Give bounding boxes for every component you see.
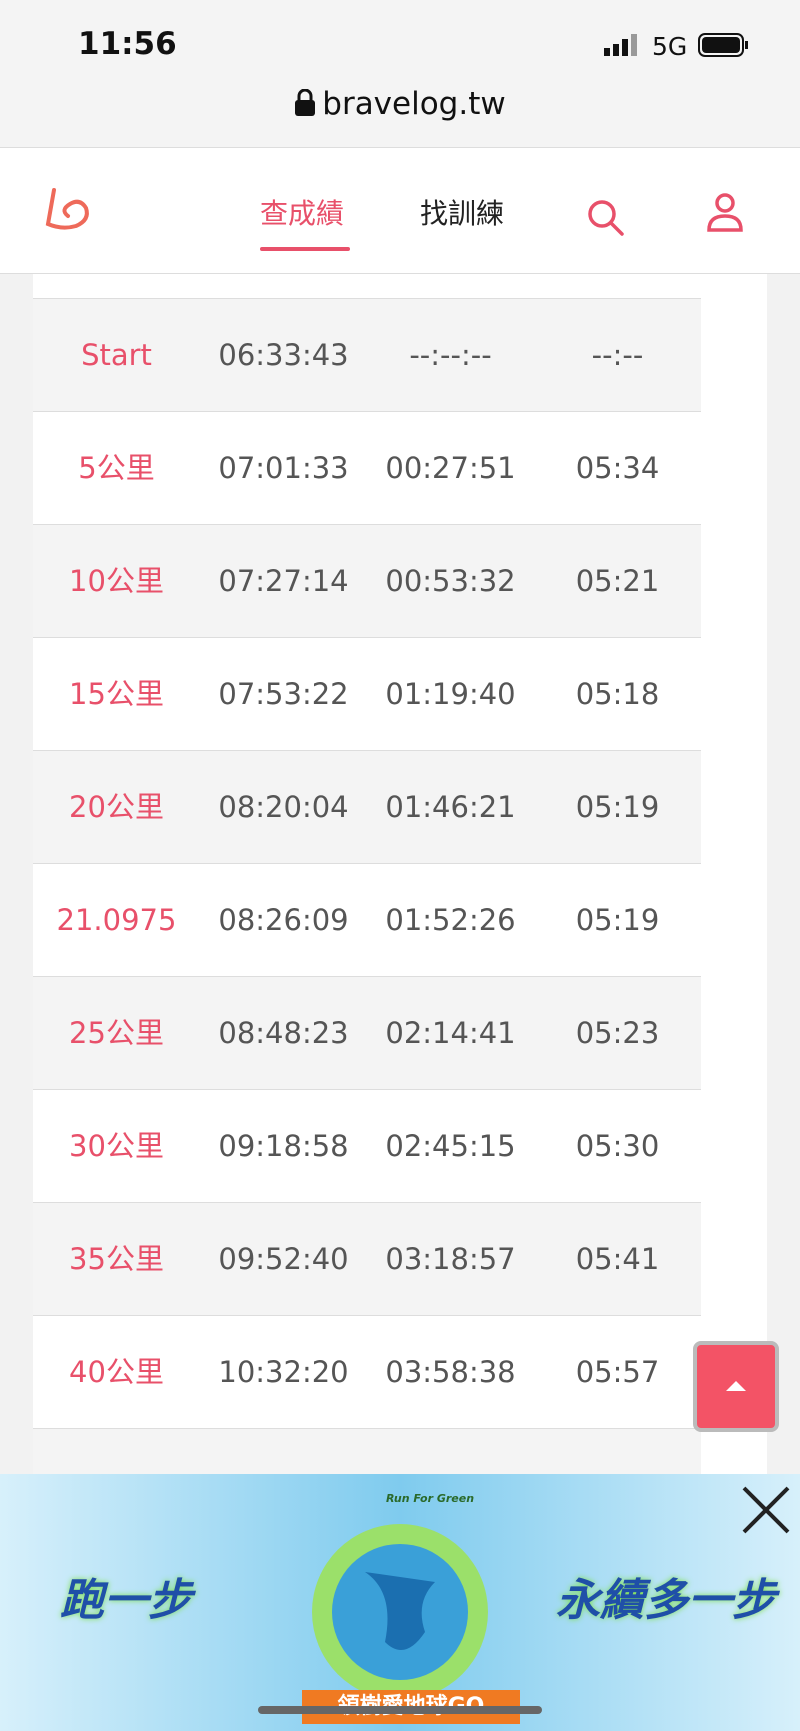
checkpoint: 21.0975 xyxy=(56,903,177,937)
checkpoint: 10公里 xyxy=(69,564,164,598)
time-cell: 09:18:58 xyxy=(218,1129,349,1163)
time-cell: 01:19:40 xyxy=(385,677,516,711)
table-row: 15公里 07:53:22 01:19:40 05:18 xyxy=(33,637,701,750)
time-cell: 06:33:43 xyxy=(218,338,349,372)
status-bar: 11:56 5G bravelog.tw xyxy=(0,0,800,148)
time-cell: --:-- xyxy=(591,338,644,372)
battery-icon xyxy=(698,33,748,57)
table-row: 21.0975 08:26:09 01:52:26 05:19 xyxy=(33,863,701,976)
home-indicator xyxy=(258,1706,542,1714)
time-cell: 05:19 xyxy=(575,903,660,937)
table-row: 5公里 07:01:33 00:27:51 05:34 xyxy=(33,411,701,524)
ad-left-text: 跑一步 xyxy=(60,1575,192,1626)
close-ad-icon[interactable] xyxy=(740,1484,792,1536)
time-cell: 03:58:38 xyxy=(385,1355,516,1389)
url: bravelog.tw xyxy=(322,86,506,122)
time-cell: 01:52:26 xyxy=(385,903,516,937)
checkpoint: 35公里 xyxy=(69,1242,164,1276)
checkpoint: 15公里 xyxy=(69,677,164,711)
checkpoint: 25公里 xyxy=(69,1016,164,1050)
time-cell: 00:27:51 xyxy=(385,451,516,485)
checkpoint: 20公里 xyxy=(69,790,164,824)
ad-right-text: 永續多一步 xyxy=(556,1575,776,1626)
time-cell: 05:19 xyxy=(575,790,660,824)
time-cell: 09:52:40 xyxy=(218,1242,349,1276)
time-cell: 02:14:41 xyxy=(385,1016,516,1050)
time-cell: 05:34 xyxy=(575,451,660,485)
back-to-top-button[interactable] xyxy=(693,1341,779,1432)
user-icon[interactable] xyxy=(706,192,744,234)
network: 5G xyxy=(652,32,688,61)
time-cell: 07:53:22 xyxy=(218,677,349,711)
time-cell: 05:18 xyxy=(575,677,660,711)
time-cell: 00:53:32 xyxy=(385,564,516,598)
table-row: 35公里 09:52:40 03:18:57 05:41 xyxy=(33,1202,701,1315)
time-cell: 08:20:04 xyxy=(218,790,349,824)
signal-icon xyxy=(604,34,637,56)
time-cell: 10:32:20 xyxy=(218,1355,349,1389)
time-cell: 05:23 xyxy=(575,1016,660,1050)
ad-tagline: Run For Green xyxy=(386,1492,475,1505)
nav-bar: 查成績 找訓練 xyxy=(0,148,800,274)
checkpoint: Start xyxy=(81,338,152,372)
time-cell: 08:26:09 xyxy=(218,903,349,937)
nav-item[interactable]: 找訓練 xyxy=(420,197,505,230)
time-cell: 01:46:21 xyxy=(385,790,516,824)
ad-banner[interactable]: Run For Green 跑一步 永續多一步 領樹愛地球GO xyxy=(0,1474,800,1731)
table-row: 25公里 08:48:23 02:14:41 05:23 xyxy=(33,976,701,1089)
time-cell: --:--:-- xyxy=(409,338,492,372)
table-row: 10公里 07:27:14 00:53:32 05:21 xyxy=(33,524,701,637)
time-cell: 03:18:57 xyxy=(385,1242,516,1276)
time-cell: 07:01:33 xyxy=(218,451,349,485)
time-cell: 05:21 xyxy=(575,564,660,598)
time-cell: 07:27:14 xyxy=(218,564,349,598)
time-cell: 05:30 xyxy=(575,1129,660,1163)
url-bar[interactable]: bravelog.tw xyxy=(0,86,800,122)
earth-graphic xyxy=(312,1524,488,1700)
table-row: 30公里 09:18:58 02:45:15 05:30 xyxy=(33,1089,701,1202)
time-cell: 05:57 xyxy=(575,1355,660,1389)
time: 11:56 xyxy=(78,26,177,62)
time-cell: 02:45:15 xyxy=(385,1129,516,1163)
logo[interactable] xyxy=(42,184,94,234)
time-cell: 05:41 xyxy=(575,1242,660,1276)
table-row: 40公里 10:32:20 03:58:38 05:57 xyxy=(33,1315,701,1428)
checkpoint: 30公里 xyxy=(69,1129,164,1163)
nav-item[interactable]: 查成績 xyxy=(260,197,345,230)
lock-icon xyxy=(295,88,316,116)
checkpoint: 40公里 xyxy=(69,1355,164,1389)
time-cell: 08:48:23 xyxy=(218,1016,349,1050)
search-icon[interactable] xyxy=(586,198,626,238)
table-row: Start 06:33:43 --:--:-- --:-- xyxy=(33,298,701,411)
up-arrow xyxy=(726,1381,746,1391)
table-row: 20公里 08:20:04 01:46:21 05:19 xyxy=(33,750,701,863)
checkpoint: 5公里 xyxy=(78,451,155,485)
active-indicator xyxy=(260,247,350,251)
